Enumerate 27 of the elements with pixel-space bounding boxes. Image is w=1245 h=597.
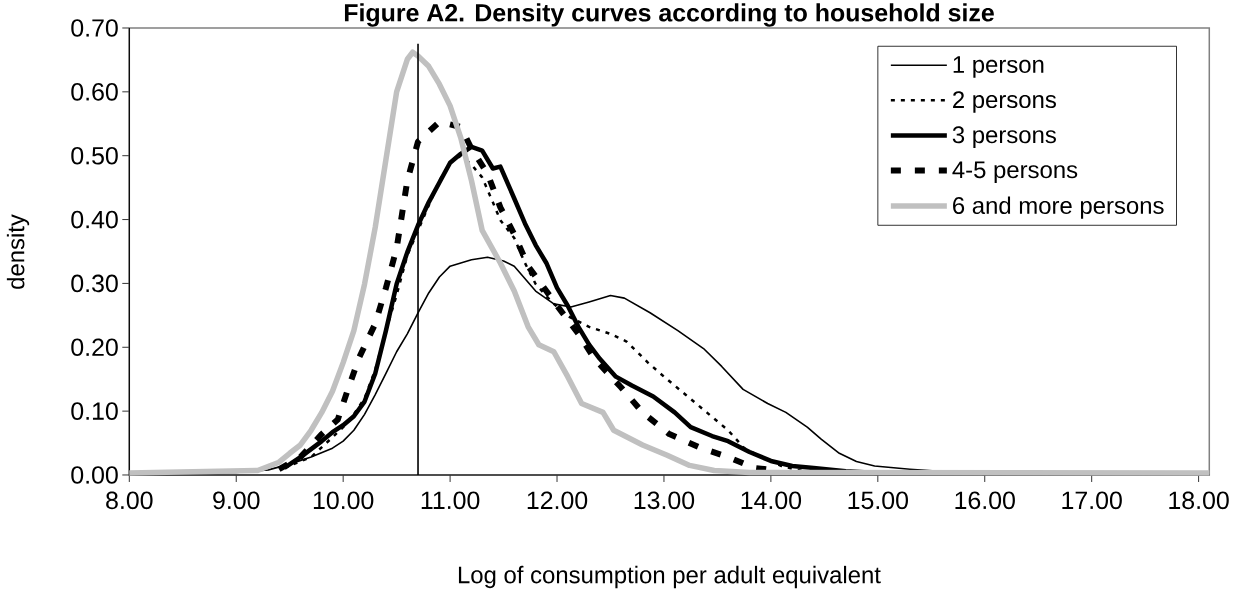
legend-label: 2 persons (953, 91, 1056, 113)
y-tick-label: 0.10 (71, 402, 118, 420)
legend-label: 6 and more persons (953, 196, 1164, 219)
x-tick-label: 11.00 (421, 491, 480, 510)
x-tick-label: 12.00 (527, 491, 588, 510)
chart-title: Figure A2. Density curves according to household size (344, 3, 994, 27)
y-tick-label: 0.70 (71, 19, 118, 37)
y-tick-label: 0.00 (71, 466, 118, 484)
x-tick-label: 15.00 (848, 491, 908, 510)
x-tick-label: 16.00 (955, 491, 1015, 510)
y-tick-label: 0.60 (71, 83, 118, 101)
x-tick-label: 18.00 (1169, 491, 1229, 510)
x-tick-label: 8.00 (106, 491, 153, 510)
x-tick-label: 14.00 (741, 491, 802, 510)
y-tick-label: 0.50 (71, 146, 118, 165)
y-tick-label: 0.30 (71, 274, 118, 293)
x-tick-label: 13.00 (634, 491, 695, 510)
legend-label: 3 persons (952, 126, 1056, 149)
y-axis-title: density (6, 214, 30, 289)
x-tick-label: 9.00 (213, 491, 260, 510)
y-tick-label: 0.40 (71, 210, 118, 229)
x-tick-label: 10.00 (313, 491, 374, 510)
legend-label: 1 person (953, 56, 1044, 78)
y-tick-label: 0.20 (71, 338, 118, 357)
x-axis-title: Log of consumption per adult equivalent (458, 565, 881, 589)
x-tick-label: 17.00 (1062, 491, 1122, 510)
legend-label: 4-5 persons (952, 161, 1078, 183)
